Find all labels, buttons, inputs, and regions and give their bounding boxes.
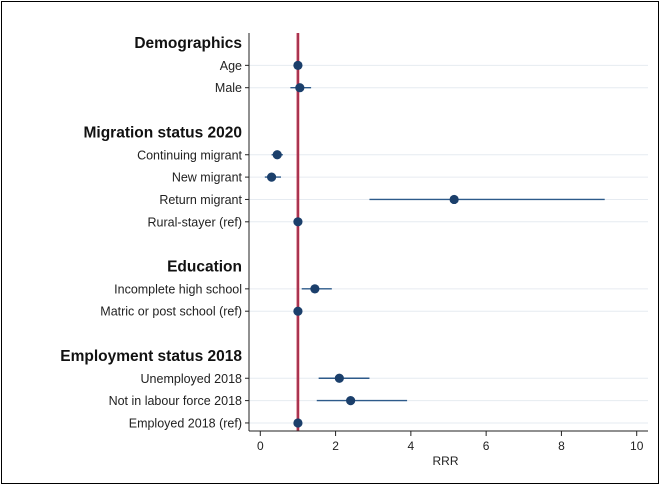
x-tick-label: 4 <box>408 439 415 453</box>
row-label: Incomplete high school <box>114 282 242 296</box>
row-label: Male <box>215 81 242 95</box>
estimate-point <box>272 150 282 160</box>
group-header: Employment status 2018 <box>60 348 242 365</box>
row-label: Not in labour force 2018 <box>109 394 242 408</box>
x-tick-label: 2 <box>332 439 339 453</box>
row-label: Return migrant <box>159 193 242 207</box>
row-label: Employed 2018 (ref) <box>129 416 242 430</box>
estimate-point <box>449 194 459 205</box>
row-label: Rural-stayer (ref) <box>148 215 242 229</box>
estimate-point <box>293 60 303 70</box>
row-label: Continuing migrant <box>137 148 242 162</box>
estimate-point <box>310 284 320 294</box>
estimate-point <box>295 83 305 93</box>
estimate-point <box>293 418 303 428</box>
x-tick-label: 8 <box>558 439 565 453</box>
row-labels-layer: Demographics Age Male Migration status 2020… <box>60 35 242 430</box>
estimate-point <box>293 306 303 316</box>
x-axis-label: RRR <box>433 454 459 468</box>
x-tick-label: 10 <box>630 439 644 453</box>
x-tick-label: 0 <box>257 439 264 453</box>
row-label: New migrant <box>172 171 243 185</box>
estimate-point <box>334 373 344 383</box>
marks-layer <box>264 60 605 428</box>
x-tick-label: 6 <box>483 439 490 453</box>
row-label: Unemployed 2018 <box>141 372 243 386</box>
estimate-point <box>266 172 277 182</box>
row-label: Matric or post school (ref) <box>100 305 242 319</box>
grid-layer <box>249 64 648 424</box>
axis-layer: 0 2 4 6 8 10 RRR <box>245 33 648 468</box>
group-header: Education <box>167 259 242 276</box>
estimate-point <box>346 396 356 406</box>
row-label: Age <box>220 59 242 73</box>
group-header: Demographics <box>134 35 242 52</box>
group-header: Migration status 2020 <box>84 124 243 141</box>
estimate-point <box>293 217 303 227</box>
